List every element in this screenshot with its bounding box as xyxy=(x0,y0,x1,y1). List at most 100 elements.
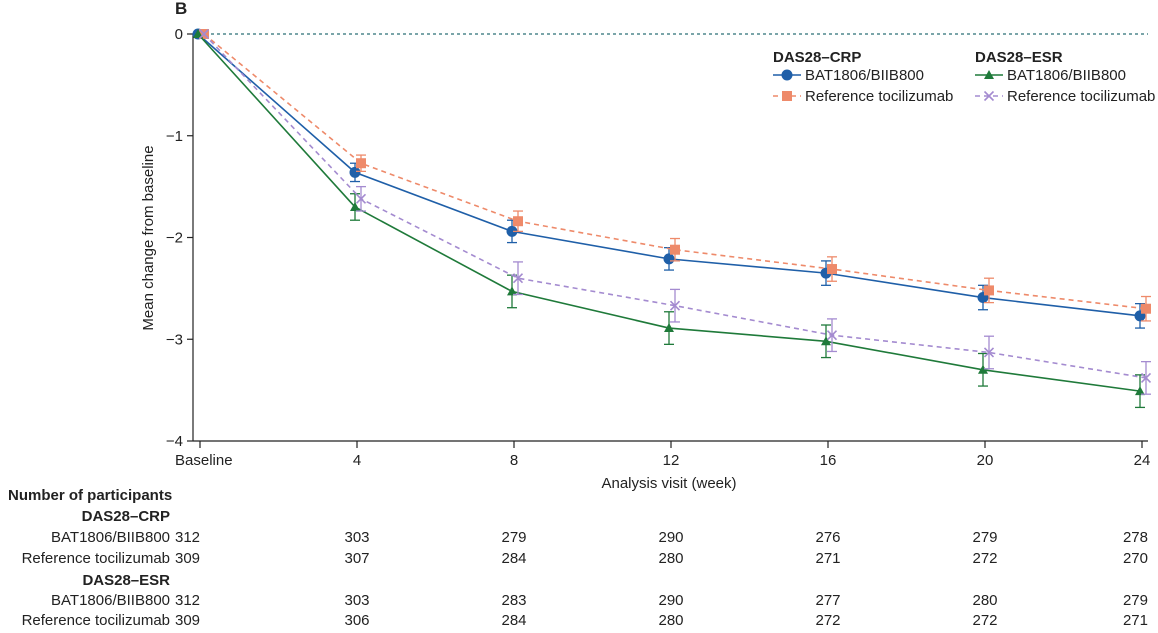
series-line-esr_ref xyxy=(203,33,1147,379)
series-esr_bat xyxy=(193,29,1145,409)
data-point-esr_ref xyxy=(512,273,524,284)
y-tick-label: −1 xyxy=(166,128,183,145)
data-point-esr_bat xyxy=(664,323,674,333)
table-cell: 303 xyxy=(344,529,369,546)
data-point-crp_bat xyxy=(349,166,361,178)
table-cell: 309 xyxy=(175,550,200,567)
table-cell: 309 xyxy=(175,612,200,629)
y-tick-label: −2 xyxy=(166,230,183,247)
table-row: BAT1806/BIIB800 312 303 283 290 277 280 279 xyxy=(51,592,1148,609)
series-esr_ref xyxy=(198,28,1152,395)
table-row-label: BAT1806/BIIB800 xyxy=(51,592,170,609)
y-tick-label: −4 xyxy=(166,433,183,450)
x-tick-label: 24 xyxy=(1134,452,1151,469)
x-tick-label: 8 xyxy=(510,452,518,469)
table-cell: 276 xyxy=(815,529,840,546)
table-cell: 307 xyxy=(344,550,369,567)
table-cell: 272 xyxy=(972,612,997,629)
table-body: DAS28–CRP BAT1806/BIIB800 312 303 279 290 276 2… xyxy=(22,508,1148,629)
data-point-crp_bat xyxy=(506,225,518,237)
data-point-esr_ref xyxy=(355,193,367,204)
table-cell: 277 xyxy=(815,592,840,609)
data-point-esr_ref xyxy=(826,330,838,341)
x-axis-title: Analysis visit (week) xyxy=(601,475,736,492)
legend-group-crp: DAS28–CRP xyxy=(773,49,861,66)
legend-swatch-marker xyxy=(984,70,994,79)
table-cell: 283 xyxy=(501,592,526,609)
legend-item-esr_ref: Reference tocilizumab xyxy=(975,88,1155,105)
data-point-crp_ref xyxy=(356,158,366,169)
data-point-crp_ref xyxy=(1141,303,1151,314)
table-row: BAT1806/BIIB800 312 303 279 290 276 279 278 xyxy=(51,529,1148,546)
table-cell: 280 xyxy=(658,550,683,567)
legend: DAS28–CRP DAS28–ESR BAT1806/BIIB800 Refer… xyxy=(773,49,1155,105)
data-point-esr_bat xyxy=(978,364,988,374)
table-cell: 279 xyxy=(1123,592,1148,609)
table-cell: 290 xyxy=(658,592,683,609)
table-cell: 271 xyxy=(815,550,840,567)
legend-item-crp_bat: BAT1806/BIIB800 xyxy=(773,67,924,84)
x-tick-label: Baseline xyxy=(175,452,233,469)
data-point-esr_ref xyxy=(983,347,995,358)
table-row-label: BAT1806/BIIB800 xyxy=(51,529,170,546)
table-cell: 290 xyxy=(658,529,683,546)
y-ticks: 0 −1 −2 −3 −4 xyxy=(166,26,193,450)
data-point-esr_bat xyxy=(1135,386,1145,396)
axes xyxy=(192,34,1148,442)
x-tick-label: 20 xyxy=(977,452,994,469)
data-point-esr_ref xyxy=(669,300,681,311)
table-row-label: Reference tocilizumab xyxy=(22,550,170,567)
legend-swatch-marker xyxy=(983,90,995,102)
table-group-heading: DAS28–ESR xyxy=(82,572,170,589)
y-tick-label: −3 xyxy=(166,331,183,348)
panel-letter: B xyxy=(175,0,187,18)
participants-table: Number of participants DAS28–CRP BAT1806/… xyxy=(8,487,1148,629)
table-cell: 272 xyxy=(972,550,997,567)
table-cell: 272 xyxy=(815,612,840,629)
table-cell: 280 xyxy=(972,592,997,609)
table-cell: 270 xyxy=(1123,550,1148,567)
legend-item-esr_bat: BAT1806/BIIB800 xyxy=(975,67,1126,84)
series-line-crp_ref xyxy=(203,33,1147,310)
table-row: Reference tocilizumab 309 307 284 280 271 272 2… xyxy=(22,550,1148,567)
data-point-esr_ref xyxy=(1140,372,1152,383)
legend-group-esr: DAS28–ESR xyxy=(975,49,1063,66)
data-point-esr_bat xyxy=(507,286,517,296)
series-line-crp_bat xyxy=(197,33,1141,317)
table-row: Reference tocilizumab 309 306 284 280 272 272 2… xyxy=(22,612,1148,629)
table-cell: 312 xyxy=(175,529,200,546)
table-cell: 284 xyxy=(501,550,526,567)
table-cell: 306 xyxy=(344,612,369,629)
legend-label: Reference tocilizumab xyxy=(1007,88,1155,105)
data-point-crp_ref xyxy=(827,264,837,275)
data-point-crp_ref xyxy=(670,244,680,255)
data-point-esr_bat xyxy=(193,29,203,38)
table-cell: 284 xyxy=(501,612,526,629)
data-point-esr_bat xyxy=(350,201,360,211)
y-axis-title: Mean change from baseline xyxy=(140,145,157,330)
table-cell: 280 xyxy=(658,612,683,629)
table-group-heading: DAS28–CRP xyxy=(82,508,170,525)
data-point-crp_ref xyxy=(513,216,523,227)
data-point-crp_ref xyxy=(984,285,994,296)
plot-area: 0 −1 −2 −3 −4 Baseline 4 8 12 16 20 24 xyxy=(166,26,1152,469)
table-cell: 279 xyxy=(501,529,526,546)
table-cell: 278 xyxy=(1123,529,1148,546)
series-crp_bat xyxy=(192,28,1146,329)
data-point-crp_bat xyxy=(663,253,675,265)
series-layer xyxy=(192,28,1152,409)
x-ticks: Baseline 4 8 12 16 20 24 xyxy=(175,441,1150,469)
x-tick-label: 12 xyxy=(663,452,680,469)
x-tick-label: 4 xyxy=(353,452,361,469)
legend-item-crp_ref: Reference tocilizumab xyxy=(773,88,953,105)
legend-label: BAT1806/BIIB800 xyxy=(1007,67,1126,84)
legend-swatch-marker xyxy=(782,91,792,101)
table-title: Number of participants xyxy=(8,487,172,504)
legend-swatch-marker xyxy=(781,69,793,81)
table-cell: 271 xyxy=(1123,612,1148,629)
data-point-esr_ref xyxy=(198,28,210,40)
table-cell: 303 xyxy=(344,592,369,609)
y-tick-label: 0 xyxy=(175,26,183,43)
table-cell: 279 xyxy=(972,529,997,546)
table-cell: 312 xyxy=(175,592,200,609)
